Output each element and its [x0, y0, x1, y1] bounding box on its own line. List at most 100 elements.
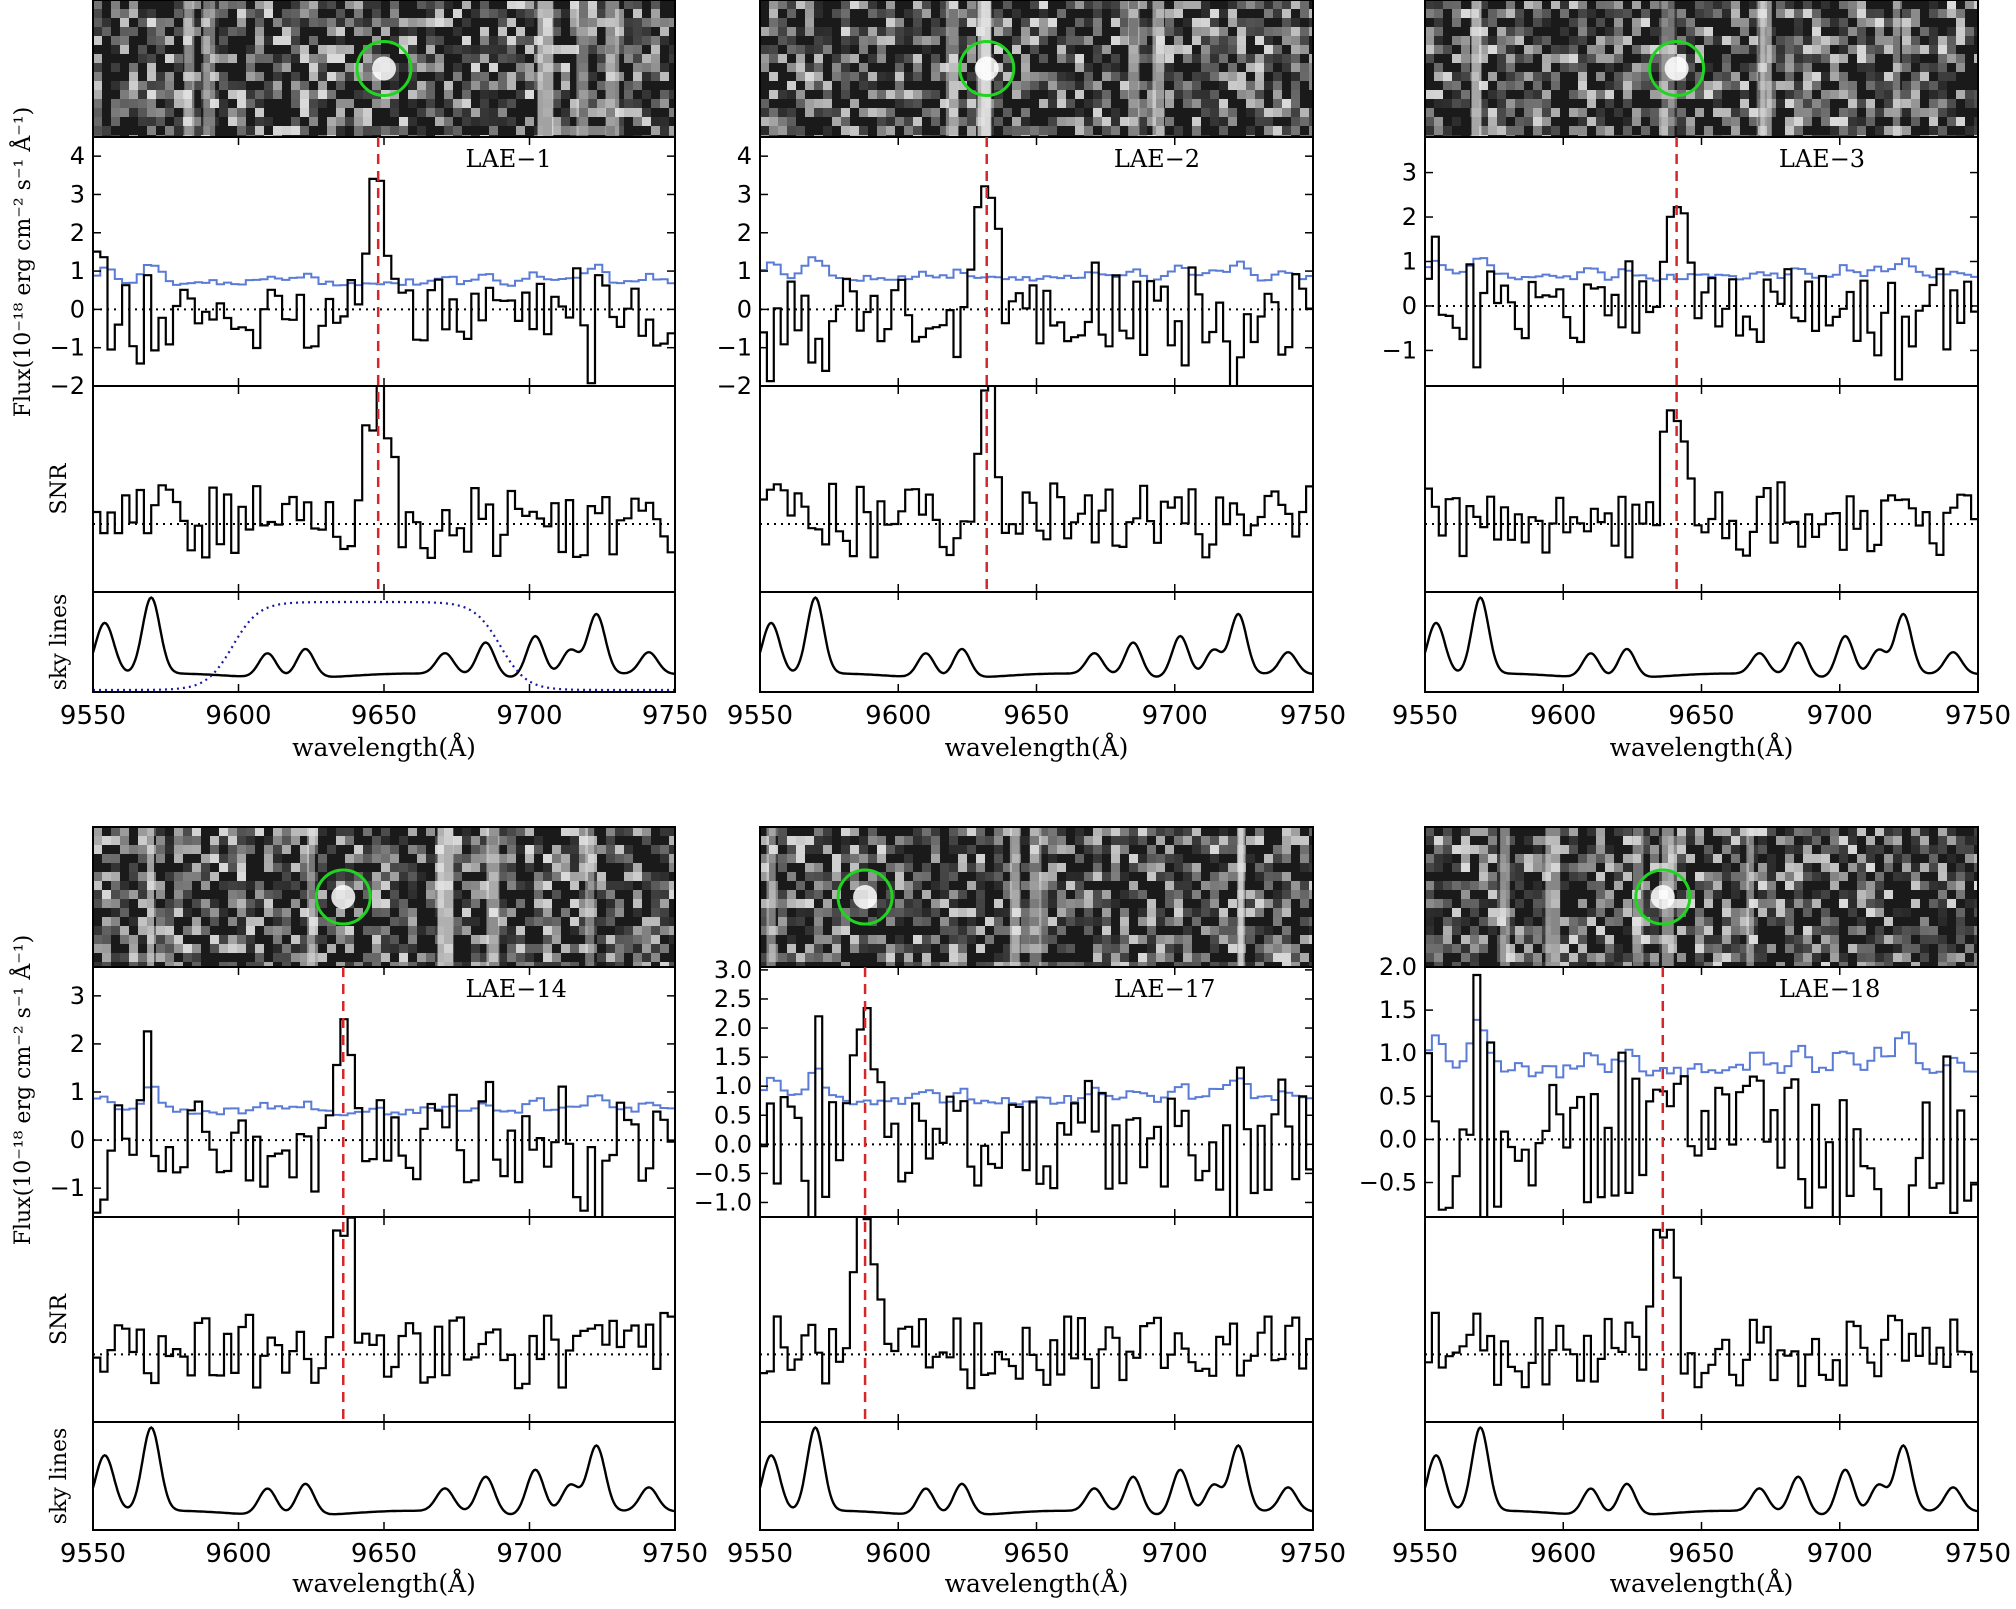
- x-tick-label: 9750: [642, 701, 708, 731]
- flux-tick-label: 0.5: [714, 1101, 752, 1129]
- x-tick-label: 9600: [1530, 1539, 1596, 1569]
- snr-frame: [759, 385, 1314, 593]
- snr-plot: [760, 1217, 1313, 1390]
- x-tick-label: 9600: [1530, 701, 1596, 731]
- source-blob: [1664, 56, 1689, 81]
- flux-tick-label: −1: [717, 334, 752, 362]
- x-axis-label: wavelength(Å): [945, 732, 1129, 762]
- sky-spectrum: [91, 1425, 676, 1516]
- flux-plot: [93, 177, 675, 385]
- source-blob: [853, 885, 878, 909]
- noise-spectrum: [93, 263, 675, 287]
- flux-tick-label: 1.0: [714, 1072, 752, 1100]
- flux-tick-label: 0.5: [1379, 1082, 1417, 1110]
- snr-plot: [93, 386, 675, 559]
- panel-lae3: −1 0 1 2 3 LAE−3 9550 9600 9650 9700 9750 wavelengt…: [1382, 0, 2011, 762]
- flux-tick-label: 2: [70, 219, 85, 247]
- snr-spectrum: [1425, 409, 1978, 559]
- snr-plot: [760, 386, 1313, 559]
- flux-tick-label: −2: [50, 372, 85, 400]
- x-tick-label: 9700: [1807, 1539, 1873, 1569]
- x-tick-label: 9650: [1668, 701, 1734, 731]
- noise-spectrum: [1425, 1018, 1978, 1079]
- sky-spectrum: [1423, 596, 1979, 678]
- flux-tick-label: 0: [70, 1126, 85, 1154]
- panel-lae17: −1.0−0.50.00.51.01.52.02.53.0 LAE−17 9550 9…: [694, 826, 1346, 1598]
- aperture-circle: [1634, 868, 1692, 926]
- aperture-circle: [958, 40, 1016, 97]
- noise-spectrum: [1425, 257, 1978, 282]
- flux-tick-label: 2: [1402, 203, 1417, 231]
- panel-label: LAE−2: [1114, 145, 1200, 173]
- flux-tick-label: 2: [737, 219, 752, 247]
- snr-plot: [1425, 1228, 1978, 1389]
- flux-tick-label: 1: [737, 257, 752, 285]
- x-tick-label: 9600: [865, 701, 931, 731]
- snr-plot: [1425, 409, 1978, 559]
- flux-tick-label: −1: [50, 334, 85, 362]
- snr-axis-label: SNR: [47, 1293, 72, 1345]
- x-tick-label: 9750: [1945, 701, 2011, 731]
- flux-plot: [1425, 973, 1978, 1217]
- flux-tick-label: −2: [717, 372, 752, 400]
- flux-tick-label: 1.0: [1379, 1039, 1417, 1067]
- snr-spectrum: [1425, 1228, 1978, 1389]
- flux-tick-label: 0.0: [714, 1130, 752, 1158]
- x-tick-label: 9550: [1392, 1539, 1458, 1569]
- image-texture: [93, 827, 675, 967]
- flux-frame: [1424, 966, 1979, 1218]
- x-tick-label: 9700: [1807, 701, 1873, 731]
- flux-tick-label: 3: [70, 180, 85, 208]
- x-tick-label: 9550: [1392, 701, 1458, 731]
- flux-tick-label: −0.5: [1359, 1169, 1417, 1197]
- flux-plot: [760, 1007, 1313, 1217]
- sky-spectrum: [1423, 1425, 1979, 1516]
- flux-tick-label: −1.0: [694, 1188, 752, 1216]
- snr-plot: [93, 1217, 675, 1390]
- panel-lae1: −2 −1 0 1 2 3 4 LAE−1 9550 9600 9650 9700 9750 wavele…: [8, 0, 708, 762]
- panel-label: LAE−14: [465, 975, 566, 1003]
- flux-spectrum: [93, 177, 675, 385]
- sky-frame: [92, 1421, 676, 1531]
- flux-tick-label: −0.5: [694, 1159, 752, 1187]
- flux-plot: [760, 185, 1313, 386]
- x-tick-label: 9600: [865, 1539, 931, 1569]
- flux-tick-label: 4: [70, 142, 85, 170]
- x-tick-label: 9650: [1668, 1539, 1734, 1569]
- flux-spectrum: [93, 1018, 675, 1217]
- x-tick-label: 9550: [60, 701, 126, 731]
- flux-tick-label: 1: [70, 257, 85, 285]
- sky-frame: [759, 1421, 1314, 1531]
- source-blob: [372, 56, 396, 81]
- flux-tick-label: −1: [1382, 336, 1417, 364]
- x-axis-label: wavelength(Å): [292, 732, 476, 762]
- x-axis-label: wavelength(Å): [292, 1568, 476, 1598]
- flux-axis-label: Flux(10⁻¹⁸ erg cm⁻² s⁻¹ Å⁻¹): [8, 107, 36, 418]
- flux-plot: [93, 1018, 675, 1217]
- snr-spectrum: [760, 386, 1313, 559]
- aperture-circle: [314, 868, 372, 926]
- snr-frame: [92, 1216, 676, 1423]
- sky-frame: [1424, 1421, 1979, 1531]
- x-tick-label: 9600: [205, 1539, 271, 1569]
- noise-spectrum: [760, 1067, 1313, 1106]
- flux-spectrum: [760, 1007, 1313, 1217]
- flux-tick-label: 0.0: [1379, 1125, 1417, 1153]
- sky-frame: [92, 591, 676, 693]
- x-tick-label: 9650: [1003, 701, 1069, 731]
- flux-tick-label: 0: [70, 295, 85, 323]
- source-blob: [974, 56, 999, 81]
- source-blob: [331, 885, 356, 909]
- snr-spectrum: [93, 386, 675, 559]
- panel-lae2: −2 −1 0 1 2 3 4 LAE−2 9550 9600 9650 9700 9750 wavele…: [717, 0, 1346, 762]
- flux-spectrum: [1425, 206, 1978, 381]
- flux-tick-label: −1: [50, 1174, 85, 1202]
- panel-lae18: −0.5 0.0 0.5 1.0 1.5 2.0 LAE−18 9550 9600 9650 970…: [1359, 826, 2011, 1598]
- x-axis-label: wavelength(Å): [1610, 732, 1794, 762]
- x-tick-label: 9750: [1280, 1539, 1346, 1569]
- panel-label: LAE−3: [1779, 145, 1865, 173]
- snr-axis-label: SNR: [47, 462, 72, 514]
- image-texture: [1425, 0, 1978, 137]
